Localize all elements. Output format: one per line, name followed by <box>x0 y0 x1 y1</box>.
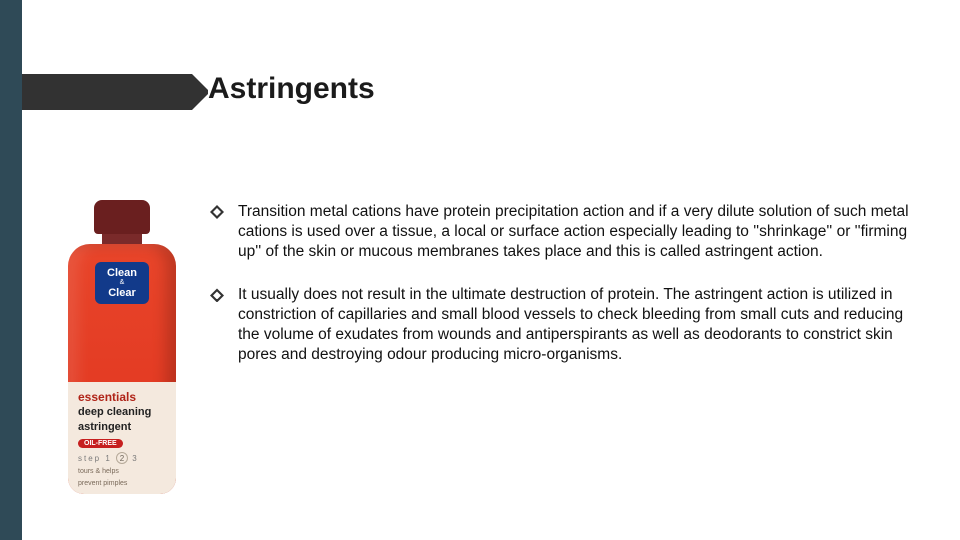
slide-title: Astringents <box>208 72 395 106</box>
steps-circled: 2 <box>116 452 128 464</box>
bullet-text: Transition metal cations have protein pr… <box>238 202 910 261</box>
label-steps: step 1 2 3 <box>78 452 166 464</box>
brand-line1: Clean <box>95 267 149 279</box>
product-image: Clean & Clear essentials deep cleaning a… <box>62 200 182 510</box>
brand-line2: Clear <box>95 287 149 299</box>
title-ribbon <box>22 74 192 110</box>
bottle-label: essentials deep cleaning astringent OIL-… <box>68 382 176 494</box>
bullet-item: Transition metal cations have protein pr… <box>210 202 910 261</box>
diamond-bullet-icon <box>210 205 224 219</box>
steps-after: 3 <box>132 454 138 463</box>
bullet-item: It usually does not result in the ultima… <box>210 285 910 364</box>
brand-badge: Clean & Clear <box>95 262 149 304</box>
label-essentials: essentials <box>78 390 166 404</box>
label-pill: OIL-FREE <box>78 439 123 448</box>
slide: Astringents Clean & Clear essentials dee… <box>0 0 960 540</box>
label-desc-1: deep cleaning <box>78 406 166 419</box>
diamond-bullet-icon <box>210 288 224 302</box>
bullet-text: It usually does not result in the ultima… <box>238 285 910 364</box>
bottle-cap <box>94 200 150 234</box>
left-accent-band <box>0 0 22 540</box>
steps-before: step 1 <box>78 454 112 463</box>
label-desc-2: astringent <box>78 421 166 434</box>
label-fine-1: tours & helps <box>78 468 166 476</box>
bottle-neck <box>102 234 142 244</box>
bottle-body: Clean & Clear essentials deep cleaning a… <box>68 244 176 494</box>
label-fine-2: prevent pimples <box>78 480 166 488</box>
content-area: Transition metal cations have protein pr… <box>210 202 910 389</box>
